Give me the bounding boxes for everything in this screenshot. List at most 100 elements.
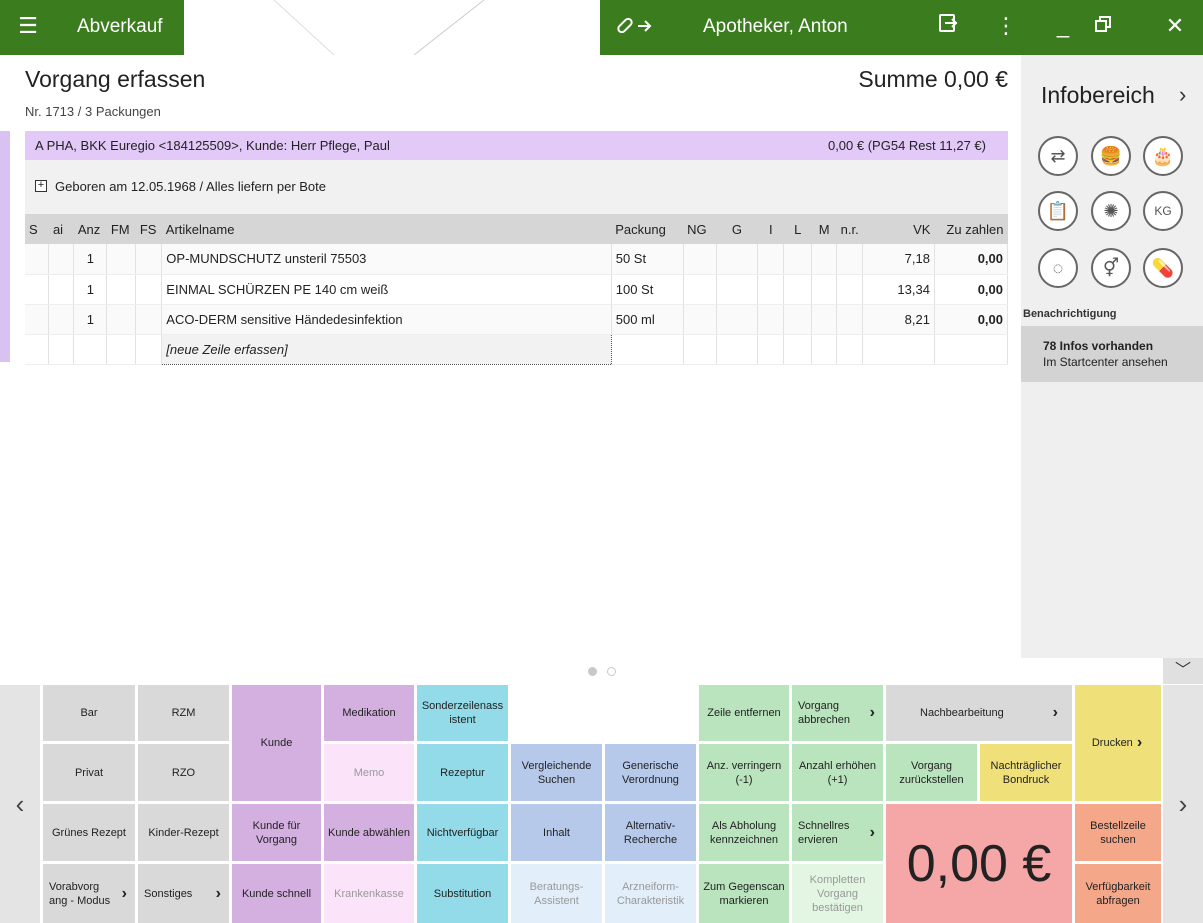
notification-box[interactable]: 78 Infos vorhanden Im Startcenter ansehe… bbox=[1021, 326, 1203, 382]
close-icon[interactable]: ✕ bbox=[1165, 13, 1185, 38]
user-name[interactable]: Apotheker, Anton bbox=[703, 16, 848, 37]
food-icon[interactable]: 🍔 bbox=[1091, 136, 1131, 176]
kompletten-vorgang-button[interactable]: Kompletten Vorgang bestätigen bbox=[792, 864, 883, 923]
col-vk[interactable]: VK bbox=[862, 214, 935, 244]
birthday-cake-icon[interactable]: 🎂 bbox=[1143, 136, 1183, 176]
vorabvorgang-button[interactable]: Vorabvorg ang - Modus › bbox=[43, 864, 135, 923]
medikation-button[interactable]: Medikation bbox=[324, 685, 414, 741]
info-panel-title[interactable]: Infobereich bbox=[1041, 82, 1155, 108]
col-g[interactable]: G bbox=[716, 214, 758, 244]
cell-name: ACO-DERM sensitive Händedesinfektion bbox=[161, 304, 612, 335]
notification-link[interactable]: Im Startcenter ansehen bbox=[1043, 355, 1168, 369]
table-row[interactable]: 1 EINMAL SCHÜRZEN PE 140 cm weiß 100 St … bbox=[25, 274, 1009, 305]
generische-verordnung-button[interactable]: Generische Verordnung bbox=[605, 744, 696, 801]
chevron-down-icon[interactable]: ﹀ bbox=[1163, 658, 1203, 684]
krankenkasse-button[interactable]: Krankenkasse bbox=[324, 864, 414, 923]
col-artikelname[interactable]: Artikelname bbox=[161, 214, 612, 244]
kunde-fuer-vorgang-button[interactable]: Kunde für Vorgang bbox=[232, 804, 321, 861]
restore-icon-svg bbox=[1095, 16, 1111, 32]
inhalt-button[interactable]: Inhalt bbox=[511, 804, 602, 861]
pollen-icon[interactable]: ✺ bbox=[1091, 191, 1131, 231]
zeile-entfernen-button[interactable]: Zeile entfernen bbox=[699, 685, 789, 741]
new-row-input[interactable]: [neue Zeile erfassen] bbox=[161, 333, 612, 365]
cell-vk: 7,18 bbox=[862, 244, 935, 275]
col-ng[interactable]: NG bbox=[683, 214, 717, 244]
anzahl-erhoehen-button[interactable]: Anzahl erhöhen (+1) bbox=[792, 744, 883, 801]
col-anz[interactable]: Anz bbox=[73, 214, 107, 244]
vorgang-zurueckstellen-button[interactable]: Vorgang zurückstellen bbox=[886, 744, 977, 801]
col-nr[interactable]: n.r. bbox=[836, 214, 863, 244]
kunde-button[interactable]: Kunde bbox=[232, 685, 321, 801]
verfuegbarkeit-abfragen-button[interactable]: Verfügbarkeit abfragen bbox=[1075, 864, 1161, 923]
alternativ-recherche-button[interactable]: Alternativ-Recherche bbox=[605, 804, 696, 861]
logout-icon-svg bbox=[939, 14, 958, 32]
clipboard-icon[interactable]: 📋 bbox=[1038, 191, 1078, 231]
beratungs-assistent-button[interactable]: Beratungs-Assistent bbox=[511, 864, 602, 923]
customer-row[interactable]: A PHA, BKK Euregio <184125509>, Kunde: H… bbox=[25, 131, 1008, 160]
page-dot[interactable] bbox=[607, 667, 616, 676]
rezeptur-button[interactable]: Rezeptur bbox=[417, 744, 508, 801]
page-dot-active[interactable] bbox=[588, 667, 597, 676]
link-arrow-icon[interactable] bbox=[614, 12, 654, 47]
memo-button[interactable]: Memo bbox=[324, 744, 414, 801]
col-s[interactable]: S bbox=[25, 214, 49, 244]
weight-icon[interactable]: KG bbox=[1143, 191, 1183, 231]
schnellreservieren-button[interactable]: Schnellres ervieren › bbox=[792, 804, 883, 861]
privat-button[interactable]: Privat bbox=[43, 744, 135, 801]
col-packung[interactable]: Packung bbox=[611, 214, 684, 244]
restore-icon[interactable] bbox=[1088, 12, 1118, 40]
expand-icon[interactable]: + bbox=[35, 180, 47, 192]
hamburger-icon[interactable]: ☰ bbox=[18, 13, 38, 38]
title-bar-decoration bbox=[273, 0, 485, 55]
vergleichende-suchen-button[interactable]: Vergleichende Suchen bbox=[511, 744, 602, 801]
cell-packung: 50 St bbox=[611, 244, 684, 275]
col-fs[interactable]: FS bbox=[135, 214, 162, 244]
bestellzeile-suchen-button[interactable]: Bestellzeile suchen bbox=[1075, 804, 1161, 861]
rzo-button[interactable]: RZO bbox=[138, 744, 229, 801]
gruenes-rezept-button[interactable]: Grünes Rezept bbox=[43, 804, 135, 861]
kunde-abwaehlen-button[interactable]: Kunde abwählen bbox=[324, 804, 414, 861]
anz-verringern-button[interactable]: Anz. verringern (-1) bbox=[699, 744, 789, 801]
nichtverfuegbar-button[interactable]: Nichtverfügbar bbox=[417, 804, 508, 861]
gegenscan-button[interactable]: Zum Gegenscan markieren bbox=[699, 864, 789, 923]
nachbearbeitung-button[interactable]: Nachbearbeitung › bbox=[886, 685, 1072, 741]
app-name: Abverkauf bbox=[77, 16, 163, 37]
total-display[interactable]: 0,00 € bbox=[886, 804, 1072, 923]
rzm-button[interactable]: RZM bbox=[138, 685, 229, 741]
cell-vk: 8,21 bbox=[862, 304, 935, 335]
pill-icon[interactable]: 💊 bbox=[1143, 248, 1183, 288]
keypad-next-button[interactable]: › bbox=[1163, 685, 1203, 923]
col-l[interactable]: L bbox=[783, 214, 812, 244]
items-table: S ai Anz FM FS Artikelname Packung NG G … bbox=[25, 214, 1009, 365]
minimize-icon[interactable]: _ bbox=[1056, 13, 1070, 38]
sonderzeilenassistent-button[interactable]: Sonderzeilenass istent bbox=[417, 685, 508, 741]
col-ai[interactable]: ai bbox=[48, 214, 74, 244]
exchange-icon[interactable]: ⇄ bbox=[1038, 136, 1078, 176]
more-vert-icon[interactable]: ⋮ bbox=[995, 13, 1017, 38]
new-row[interactable]: [neue Zeile erfassen] bbox=[25, 333, 1009, 365]
page-subtitle: Nr. 1713 / 3 Packungen bbox=[25, 104, 161, 119]
col-fm[interactable]: FM bbox=[106, 214, 136, 244]
title-bar-left: ☰ Abverkauf bbox=[0, 0, 184, 55]
table-row[interactable]: 1 OP-MUNDSCHUTZ unsteril 75503 50 St 7,1… bbox=[25, 244, 1009, 275]
table-row[interactable]: 1 ACO-DERM sensitive Händedesinfektion 5… bbox=[25, 304, 1009, 335]
drucken-button[interactable]: Drucken › bbox=[1075, 685, 1161, 801]
sonstiges-button[interactable]: Sonstiges › bbox=[138, 864, 229, 923]
logout-icon[interactable] bbox=[933, 12, 963, 41]
kinder-rezept-button[interactable]: Kinder-Rezept bbox=[138, 804, 229, 861]
vorgang-abbrechen-button[interactable]: Vorgang abbrechen › bbox=[792, 685, 883, 741]
abholung-button[interactable]: Als Abholung kennzeichnen bbox=[699, 804, 789, 861]
bar-button[interactable]: Bar bbox=[43, 685, 135, 741]
col-m[interactable]: M bbox=[811, 214, 837, 244]
col-zu-zahlen[interactable]: Zu zahlen bbox=[934, 214, 1008, 244]
organ-icon[interactable]: ◌ bbox=[1038, 248, 1078, 288]
col-i[interactable]: I bbox=[757, 214, 784, 244]
arzneiform-button[interactable]: Arzneiform-Charakteristik bbox=[605, 864, 696, 923]
keypad-prev-button[interactable]: ‹ bbox=[0, 685, 40, 923]
nachtraeglicher-bondruck-button[interactable]: Nachträglicher Bondruck bbox=[980, 744, 1072, 801]
gender-icon[interactable]: ⚥ bbox=[1091, 248, 1131, 288]
chevron-right-icon[interactable]: › bbox=[1179, 82, 1187, 107]
substitution-button[interactable]: Substitution bbox=[417, 864, 508, 923]
cell-zu-zahlen: 0,00 bbox=[934, 274, 1009, 305]
kunde-schnell-button[interactable]: Kunde schnell bbox=[232, 864, 321, 923]
